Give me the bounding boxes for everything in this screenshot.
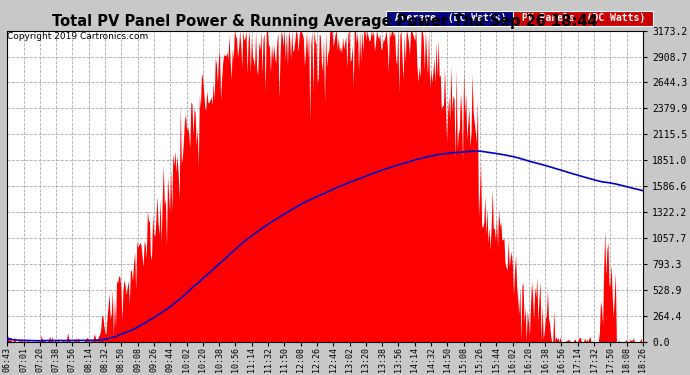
Text: PV Panels  (DC Watts): PV Panels (DC Watts) xyxy=(516,13,651,23)
Text: Average  (DC Watts): Average (DC Watts) xyxy=(388,13,512,23)
Title: Total PV Panel Power & Running Average Power Thu Sep 26 18:44: Total PV Panel Power & Running Average P… xyxy=(52,14,598,29)
Text: Copyright 2019 Cartronics.com: Copyright 2019 Cartronics.com xyxy=(7,32,148,41)
